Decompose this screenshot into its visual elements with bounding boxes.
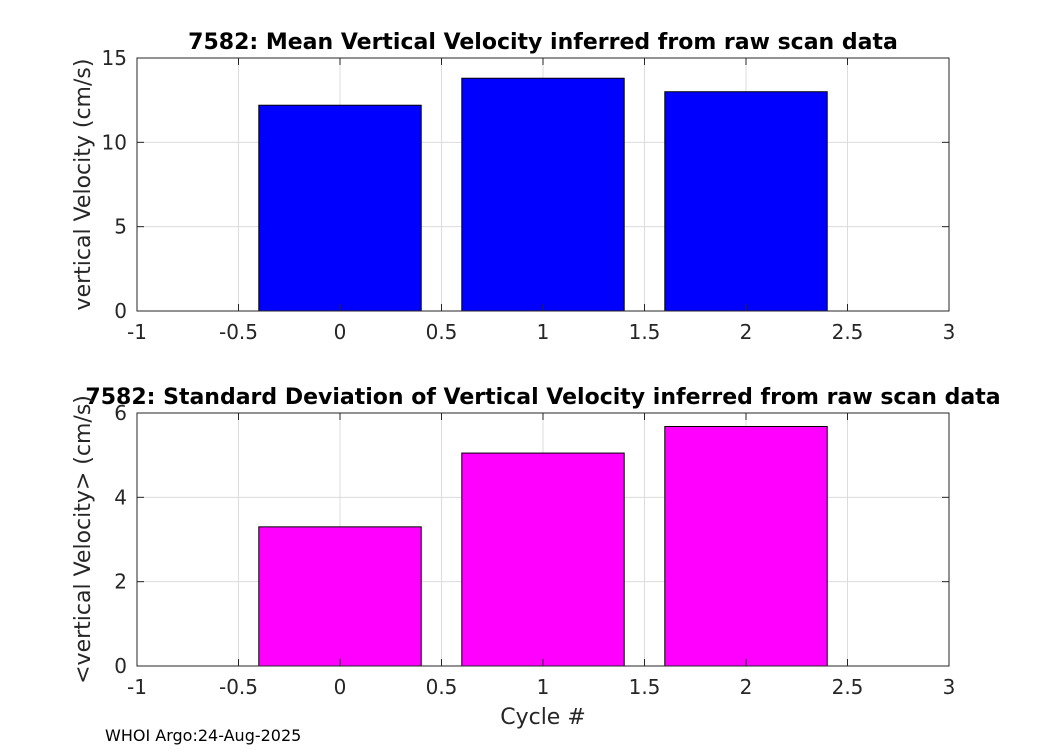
mean-x-tick-label: 2 <box>740 320 753 344</box>
stddev-x-tick-label: 0 <box>334 675 347 699</box>
stddev-x-tick-label: 2.5 <box>832 675 864 699</box>
footer-text: WHOI Argo:24-Aug-2025 <box>105 726 301 745</box>
mean-x-tick-label: 1.5 <box>629 320 661 344</box>
mean-y-tick-label: 10 <box>102 130 127 154</box>
mean-velocity-plot: -1 -0.5 0 0.5 1 1.5 2 2.5 3 0 5 10 15 7582: Mean Vert… <box>71 30 955 344</box>
stddev-x-tick-label: 0.5 <box>426 675 458 699</box>
stddev-x-axis-label: Cycle # <box>500 705 586 730</box>
stddev-x-tick-label: 1.5 <box>629 675 661 699</box>
mean-x-tick-label: -1 <box>127 320 147 344</box>
stddev-bar-cycle-0 <box>258 526 422 667</box>
stddev-bar-cycle-1 <box>461 452 625 667</box>
stddev-x-tick-label: 1 <box>537 675 550 699</box>
stddev-chart-title: 7582: Standard Deviation of Vertical Vel… <box>85 385 1000 410</box>
mean-x-tick-label: 3 <box>943 320 956 344</box>
mean-x-tick-label: 1 <box>537 320 550 344</box>
mean-bar-cycle-2 <box>664 91 828 312</box>
mean-y-tick-label: 5 <box>114 215 127 239</box>
stddev-y-tick-label: 2 <box>114 570 127 594</box>
mean-x-tick-label: 0.5 <box>426 320 458 344</box>
mean-chart-title: 7582: Mean Vertical Velocity inferred fr… <box>188 30 898 55</box>
mean-x-tick-label: 0 <box>334 320 347 344</box>
stddev-x-tick-label: -0.5 <box>219 675 258 699</box>
stddev-y-axis-label: <vertical Velocity> (cm/s) <box>71 395 96 684</box>
mean-x-tick-label: 2.5 <box>832 320 864 344</box>
mean-bar-cycle-1 <box>461 77 625 312</box>
stddev-y-tick-label: 0 <box>114 654 127 678</box>
stddev-bar-cycle-2 <box>664 425 828 667</box>
mean-y-tick-label: 0 <box>114 299 127 323</box>
stddev-y-tick-label: 4 <box>114 485 127 509</box>
stddev-y-tick-label: 6 <box>114 401 127 425</box>
mean-bar-cycle-0 <box>258 104 422 312</box>
stddev-x-tick-label: 3 <box>943 675 956 699</box>
mean-y-axis-label: vertical Velocity (cm/s) <box>71 59 96 311</box>
mean-x-tick-label: -0.5 <box>219 320 258 344</box>
stddev-x-tick-label: -1 <box>127 675 147 699</box>
mean-y-tick-label: 15 <box>102 46 127 70</box>
stddev-x-tick-label: 2 <box>740 675 753 699</box>
